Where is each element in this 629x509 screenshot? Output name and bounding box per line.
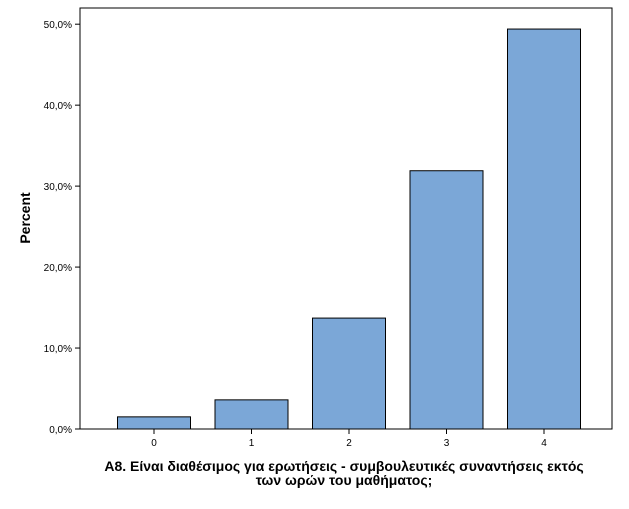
- y-tick-label: 10,0%: [44, 344, 72, 355]
- bar: [409, 170, 484, 430]
- x-axis-title-line-2: των ωρών του μαθήματος;: [256, 472, 433, 488]
- bar: [214, 399, 289, 430]
- y-axis: 0,0% 10,0% 20,0% 30,0% 40,0% 50,0%: [44, 20, 80, 436]
- bar: [312, 317, 386, 430]
- x-tick-label: 4: [541, 438, 547, 449]
- y-tick-label: 0,0%: [49, 425, 72, 436]
- bars: [117, 28, 581, 430]
- x-axis: 0 1 2 3 4: [151, 429, 547, 449]
- x-axis-title-line-1: A8. Είναι διαθέσιμος για ερωτήσεις - συμ…: [104, 458, 583, 474]
- y-tick-label: 30,0%: [44, 182, 72, 193]
- x-tick-label: 3: [444, 438, 450, 449]
- bar: [117, 416, 191, 430]
- x-tick-label: 2: [346, 438, 352, 449]
- y-tick-label: 20,0%: [44, 263, 72, 274]
- y-tick-label: 40,0%: [44, 101, 72, 112]
- x-tick-label: 1: [249, 438, 255, 449]
- bar: [507, 28, 581, 430]
- y-tick-label: 50,0%: [44, 20, 72, 31]
- y-axis-title: Percent: [17, 192, 33, 244]
- x-tick-label: 0: [151, 438, 157, 449]
